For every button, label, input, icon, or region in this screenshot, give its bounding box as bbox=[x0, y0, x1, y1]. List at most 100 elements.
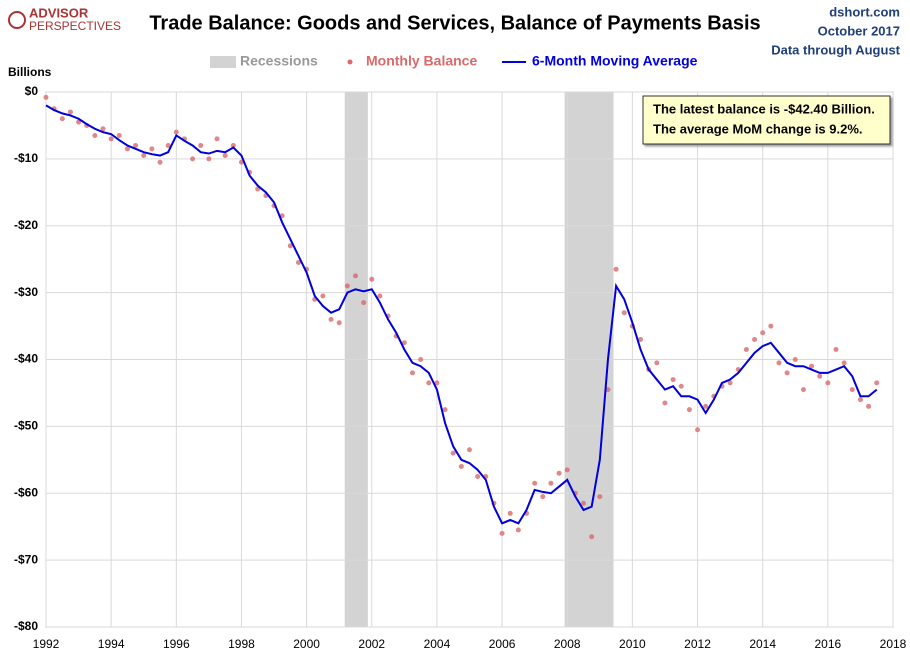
data-point bbox=[76, 119, 82, 125]
x-tick-label: 1994 bbox=[98, 637, 125, 651]
data-point bbox=[613, 266, 619, 272]
data-point bbox=[230, 143, 236, 148]
data-line bbox=[45, 104, 878, 525]
data-point bbox=[418, 357, 424, 362]
x-tick-label: 2006 bbox=[489, 637, 516, 651]
data-point bbox=[92, 132, 98, 138]
data-point bbox=[369, 276, 375, 282]
data-point bbox=[320, 293, 326, 299]
x-tick-label: 1996 bbox=[163, 637, 190, 651]
legend-label: 6-Month Moving Average bbox=[532, 53, 698, 69]
data-point bbox=[124, 146, 130, 152]
data-point bbox=[426, 380, 432, 386]
data-point bbox=[695, 427, 701, 433]
y-axis-label: Billions bbox=[8, 65, 52, 79]
data-point bbox=[157, 159, 163, 165]
x-tick-label: 1992 bbox=[33, 637, 60, 651]
y-tick-label: -$80 bbox=[14, 619, 38, 633]
data-point bbox=[198, 143, 204, 148]
y-tick-label: -$70 bbox=[14, 552, 38, 566]
legend-label: Recessions bbox=[240, 53, 318, 69]
data-point bbox=[792, 357, 798, 362]
data-point bbox=[776, 360, 782, 366]
annotation-text: The average MoM change is 9.2%. bbox=[653, 121, 863, 136]
x-tick-label: 1998 bbox=[228, 637, 255, 651]
data-point bbox=[67, 109, 73, 115]
x-tick-label: 2014 bbox=[749, 637, 776, 651]
data-point bbox=[352, 273, 358, 279]
data-point bbox=[377, 293, 383, 299]
data-point bbox=[654, 360, 660, 366]
data-point bbox=[190, 156, 196, 162]
y-tick-label: -$40 bbox=[14, 352, 38, 366]
data-point bbox=[206, 156, 212, 162]
data-point bbox=[800, 387, 806, 393]
data-point bbox=[328, 316, 334, 322]
data-point bbox=[564, 467, 570, 473]
chart-title: Trade Balance: Goods and Services, Balan… bbox=[149, 12, 760, 34]
logo-line1: ADVISOR bbox=[29, 5, 89, 20]
data-point bbox=[743, 346, 749, 352]
y-tick-label: -$50 bbox=[14, 419, 38, 433]
data-point bbox=[784, 370, 790, 376]
data-point bbox=[222, 153, 228, 159]
x-tick-label: 2000 bbox=[293, 637, 320, 651]
data-point bbox=[833, 346, 839, 352]
data-point bbox=[450, 450, 456, 456]
data-point bbox=[475, 474, 481, 480]
data-point bbox=[597, 494, 603, 500]
data-point bbox=[141, 153, 147, 159]
data-point bbox=[727, 380, 733, 386]
y-tick-label: -$30 bbox=[14, 285, 38, 299]
x-tick-label: 2004 bbox=[424, 637, 451, 651]
x-tick-label: 2010 bbox=[619, 637, 646, 651]
x-tick-label: 2018 bbox=[880, 637, 907, 651]
data-point bbox=[442, 407, 448, 413]
data-point bbox=[100, 126, 106, 132]
data-point bbox=[515, 527, 521, 533]
data-point bbox=[133, 143, 139, 148]
logo-icon bbox=[8, 11, 26, 29]
source: Data through August bbox=[771, 42, 900, 57]
data-point bbox=[149, 146, 155, 152]
legend-swatch bbox=[347, 59, 353, 65]
data-point bbox=[556, 470, 562, 476]
data-point bbox=[458, 464, 464, 469]
data-point bbox=[532, 480, 538, 486]
source: October 2017 bbox=[818, 23, 900, 38]
data-point bbox=[662, 400, 668, 406]
data-point bbox=[287, 243, 293, 249]
data-point bbox=[752, 336, 758, 342]
data-point bbox=[116, 132, 122, 138]
data-point bbox=[857, 397, 863, 403]
data-point bbox=[605, 387, 611, 393]
data-point bbox=[540, 494, 546, 500]
y-tick-label: -$60 bbox=[14, 485, 38, 499]
data-point bbox=[621, 310, 627, 316]
annotation-box bbox=[642, 95, 891, 145]
data-point bbox=[825, 380, 831, 386]
data-point bbox=[678, 383, 684, 389]
data-point bbox=[108, 136, 114, 142]
data-point bbox=[434, 380, 440, 386]
data-point bbox=[507, 510, 513, 516]
data-point bbox=[809, 363, 815, 369]
data-point bbox=[638, 336, 644, 342]
data-point bbox=[59, 116, 65, 122]
data-point bbox=[401, 340, 407, 346]
data-point bbox=[336, 320, 342, 326]
data-point bbox=[467, 447, 472, 453]
data-point bbox=[344, 283, 350, 289]
source: dshort.com bbox=[829, 4, 900, 19]
data-point bbox=[214, 136, 220, 142]
legend-label: Monthly Balance bbox=[366, 53, 477, 69]
data-point bbox=[841, 360, 847, 366]
x-tick-label: 2012 bbox=[684, 637, 711, 651]
data-point bbox=[849, 387, 855, 393]
data-point bbox=[686, 407, 692, 413]
data-point bbox=[548, 480, 554, 486]
annotation-text: The latest balance is -$42.40 Billion. bbox=[653, 101, 875, 116]
x-tick-label: 2008 bbox=[554, 637, 581, 651]
